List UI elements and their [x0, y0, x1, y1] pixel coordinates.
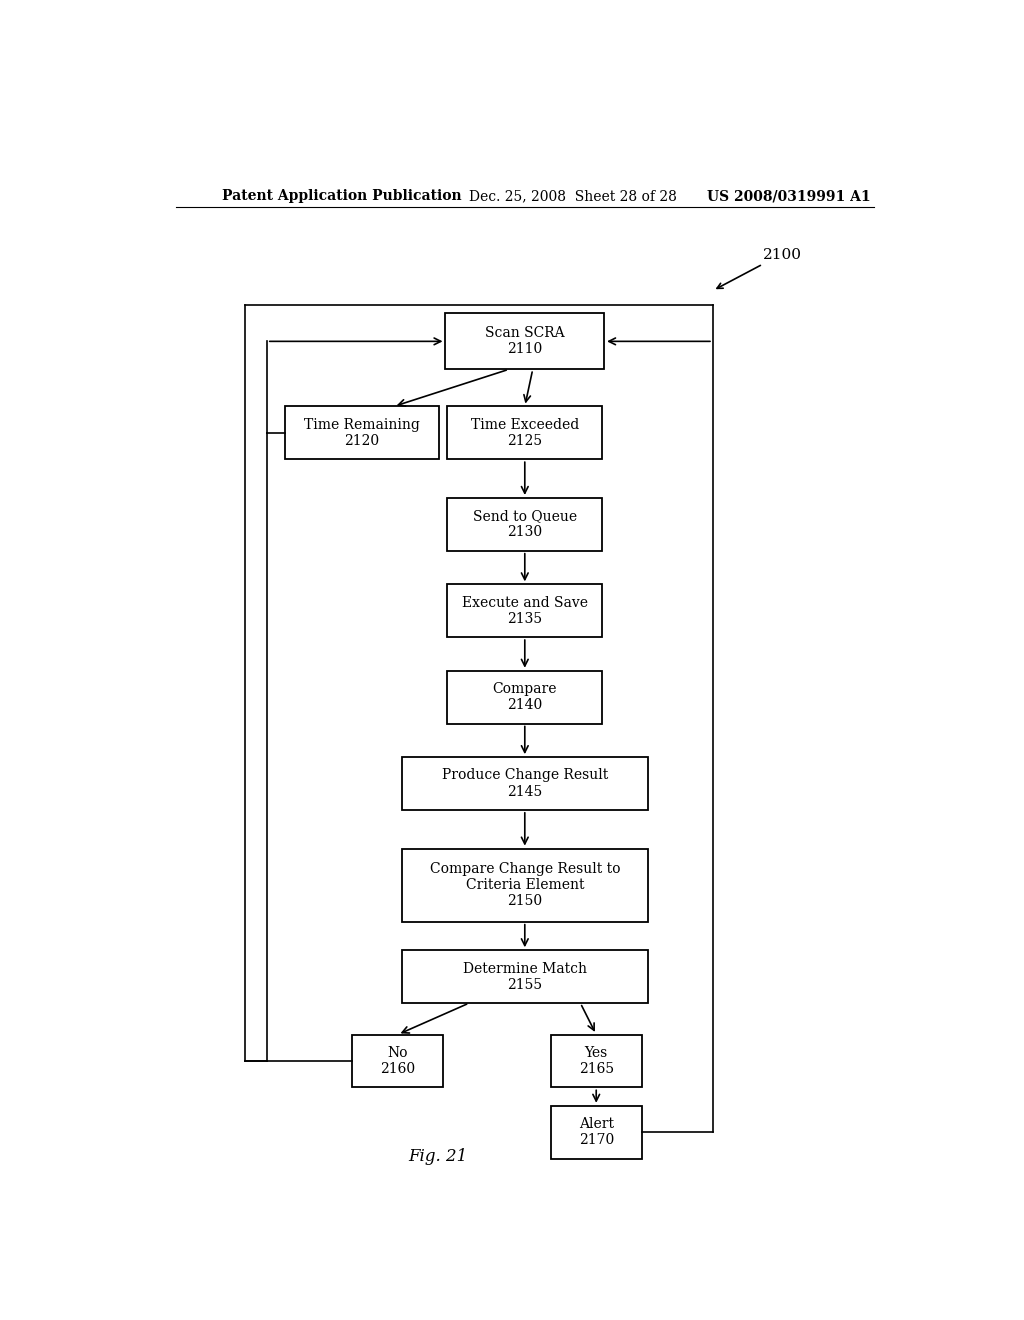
- Text: Yes
2165: Yes 2165: [579, 1045, 613, 1076]
- FancyBboxPatch shape: [447, 585, 602, 638]
- FancyBboxPatch shape: [352, 1035, 443, 1088]
- FancyBboxPatch shape: [447, 671, 602, 723]
- Text: No
2160: No 2160: [380, 1045, 416, 1076]
- Text: Dec. 25, 2008  Sheet 28 of 28: Dec. 25, 2008 Sheet 28 of 28: [469, 189, 677, 203]
- Text: Compare Change Result to
Criteria Element
2150: Compare Change Result to Criteria Elemen…: [429, 862, 621, 908]
- FancyBboxPatch shape: [401, 758, 648, 810]
- Text: Time Exceeded
2125: Time Exceeded 2125: [471, 417, 579, 447]
- Text: Patent Application Publication: Patent Application Publication: [221, 189, 461, 203]
- Text: Send to Queue
2130: Send to Queue 2130: [473, 510, 577, 540]
- FancyBboxPatch shape: [401, 849, 648, 921]
- Text: Execute and Save
2135: Execute and Save 2135: [462, 595, 588, 626]
- Text: Alert
2170: Alert 2170: [579, 1117, 613, 1147]
- Text: Fig. 21: Fig. 21: [408, 1148, 467, 1166]
- Text: 2100: 2100: [763, 248, 802, 261]
- FancyBboxPatch shape: [447, 407, 602, 459]
- Text: Scan SCRA
2110: Scan SCRA 2110: [485, 326, 564, 356]
- FancyBboxPatch shape: [447, 498, 602, 550]
- Text: Compare
2140: Compare 2140: [493, 682, 557, 713]
- Text: Time Remaining
2120: Time Remaining 2120: [304, 417, 420, 447]
- FancyBboxPatch shape: [445, 313, 604, 370]
- FancyBboxPatch shape: [551, 1106, 642, 1159]
- FancyBboxPatch shape: [285, 407, 439, 459]
- Text: Determine Match
2155: Determine Match 2155: [463, 961, 587, 991]
- FancyBboxPatch shape: [551, 1035, 642, 1088]
- Text: US 2008/0319991 A1: US 2008/0319991 A1: [708, 189, 871, 203]
- Text: Produce Change Result
2145: Produce Change Result 2145: [441, 768, 608, 799]
- FancyBboxPatch shape: [401, 950, 648, 1003]
